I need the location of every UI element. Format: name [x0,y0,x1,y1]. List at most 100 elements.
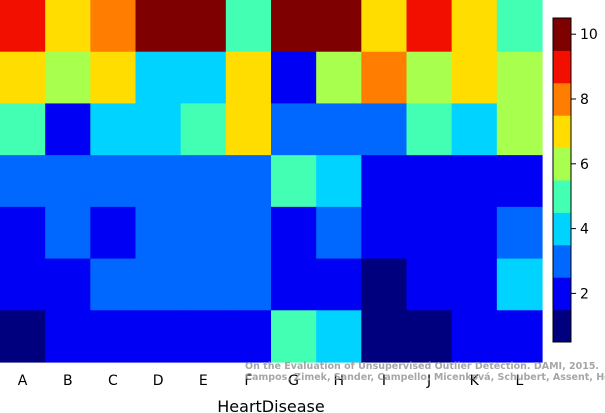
heatmap-cell [90,155,137,208]
heatmap-cell [496,258,543,311]
heatmap-cell [180,206,227,260]
heatmap-cell [451,310,498,363]
heatmap-cell [135,155,182,208]
heatmap-cell [361,51,408,105]
heatmap-cell [316,310,362,363]
heatmap-cell [361,103,408,156]
heatmap-cell [45,103,91,156]
heatmap-cell [496,155,543,208]
x-tick-labels: A B C D E F G H I J K L [18,373,524,389]
heatmap-cell [0,155,46,208]
heatmap-cell [180,258,227,311]
citation-line-1: On the Evaluation of Unsupervised Outlie… [245,361,600,372]
heatmap-cell [0,103,46,156]
citation-watermark: On the Evaluation of Unsupervised Outlie… [245,361,605,383]
heatmap-cell [225,51,272,105]
heatmap-cell [271,103,317,156]
x-tick-label: H [333,373,344,389]
colorbar-segment [553,244,571,278]
colorbar-segment [553,147,571,181]
x-tick-label: F [244,373,252,389]
heatmap-cell [0,258,46,311]
colorbar-segment [553,50,571,84]
heatmap-cell [316,206,362,260]
heatmap-cell [451,258,498,311]
colorbar-segment [553,18,571,51]
heatmap-cell [45,310,91,363]
colorbar-tick-label: 8 [580,92,589,108]
colorbar-tick-label: 4 [580,222,589,238]
heatmap-cell [225,103,272,156]
colorbar-tick-label: 6 [580,157,589,173]
colorbar-segment [553,180,571,213]
heatmap-cell [451,155,498,208]
heatmap-cell [496,206,543,260]
x-tick-label: B [63,373,73,389]
x-tick-label: D [153,373,164,389]
x-tick-label: A [18,373,28,389]
heatmap-cell [406,310,453,363]
heatmap-cell [406,0,453,53]
heatmap-cells [0,0,543,363]
heatmap-cell [90,258,137,311]
heatmap-cell [406,51,453,105]
heatmap-cell [361,310,408,363]
x-tick-label: I [382,373,386,389]
heatmap-cell [135,258,182,311]
heatmap-cell [180,51,227,105]
heatmap-cell [0,0,46,53]
heatmap-cell [0,51,46,105]
heatmap-cell [316,155,362,208]
heatmap-cell [316,103,362,156]
colorbar-ticks: 2 4 6 8 10 [571,27,598,302]
heatmap-cell [406,155,453,208]
colorbar-segment [553,309,571,343]
colorbar-frame [552,17,572,343]
colorbar-tick-label: 10 [580,27,598,43]
heatmap-cell [361,0,408,53]
heatmap-cell [451,0,498,53]
heatmap-cell [361,258,408,311]
colorbar-segment [553,277,571,311]
heatmap-cell [406,103,453,156]
heatmap-cell [180,155,227,208]
heatmap-cell [90,51,137,105]
heatmap-cell [225,206,272,260]
heatmap-cell [271,310,317,363]
heatmap-cell [451,206,498,260]
heatmap-cell [135,51,182,105]
heatmap-cell [90,310,137,363]
heatmap-cell [316,258,362,311]
x-tick-label: K [470,373,480,389]
heatmap-cell [406,206,453,260]
heatmap-cell [180,0,227,53]
heatmap-cell [451,103,498,156]
heatmap-cell [45,258,91,311]
heatmap-cell [45,155,91,208]
heatmap-cell [0,206,46,260]
heatmap-cell [316,0,362,53]
heatmap-cell [406,258,453,311]
heatmap-cell [361,206,408,260]
heatmap-cell [496,0,543,53]
heatmap-cell [135,103,182,156]
heatmap-cell [316,51,362,105]
x-axis-title: HeartDisease [217,397,324,413]
heatmap-cell [496,51,543,105]
colorbar-segment [553,82,571,116]
x-tick-label: G [288,373,299,389]
heatmap-cell [451,51,498,105]
heatmap-cell [45,51,91,105]
heatmap-cell [225,0,272,53]
heatmap-cell [496,310,543,363]
heatmap-cell [271,0,317,53]
colorbar-segment [553,115,571,149]
heatmap-cell [496,103,543,156]
heatmap-cell [225,258,272,311]
heatmap-cell [180,310,227,363]
x-tick-label: L [516,373,524,389]
x-tick-label: J [426,373,431,389]
heatmap-cell [135,206,182,260]
colorbar-segment [553,212,571,246]
